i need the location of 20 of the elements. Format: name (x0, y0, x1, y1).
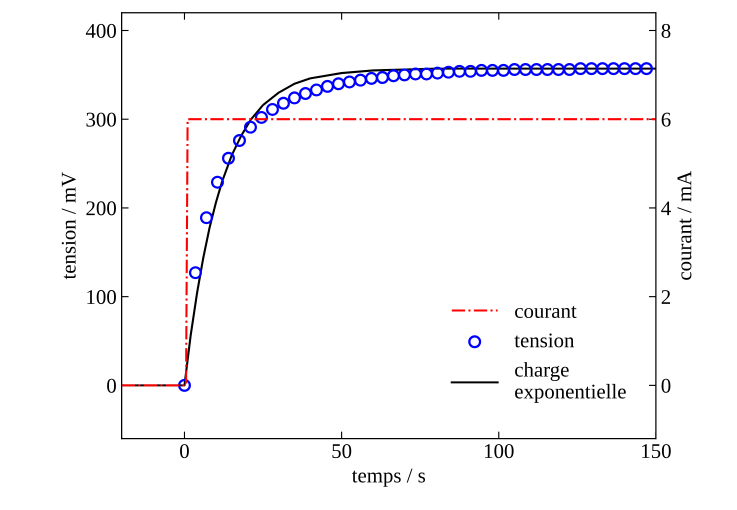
legend-label: tension (514, 333, 574, 348)
y-tick-label: 100 (87, 290, 116, 304)
y2-tick-label: 8 (662, 24, 670, 38)
y2-tick-label: 6 (662, 112, 671, 127)
legend-label: courant (515, 306, 577, 318)
y-tick-label: 400 (86, 24, 116, 38)
x-tick-label: 0 (180, 444, 189, 458)
y2-axis-title: courant / mA (677, 170, 692, 280)
x-axis-title: temps / s (352, 468, 426, 487)
y2-tick-label: 0 (662, 378, 670, 393)
y-tick-label: 200 (86, 201, 116, 216)
y-tick-label: 0 (107, 378, 116, 393)
x-tick-label: 150 (642, 444, 671, 458)
y-axis-title: tension / mV (62, 172, 76, 280)
y-tick-label: 300 (86, 112, 116, 127)
y2-tick-label: 2 (662, 290, 670, 304)
legend-label: charge exponentielle (515, 362, 626, 403)
x-tick-label: 100 (484, 444, 514, 458)
y2-tick-label: 4 (661, 201, 671, 216)
x-tick-label: 50 (332, 444, 352, 458)
